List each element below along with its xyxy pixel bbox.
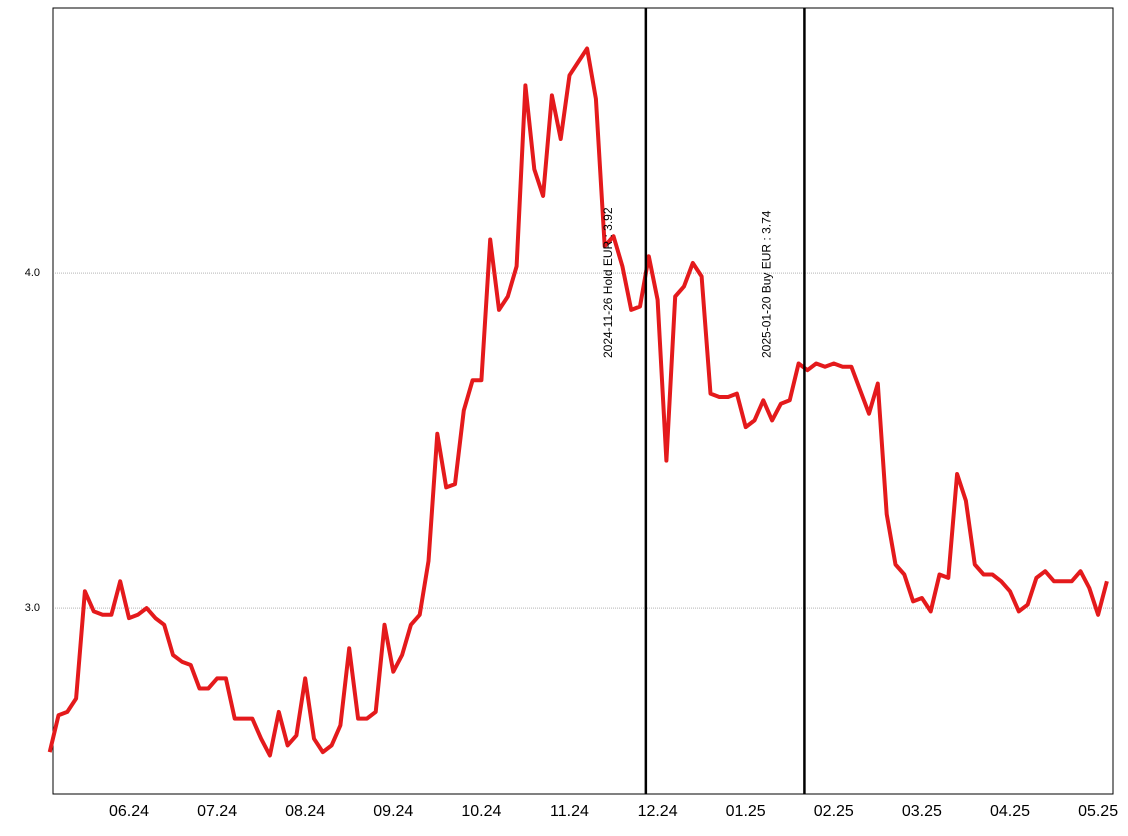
x-tick-label: 12.24 — [638, 803, 678, 820]
plot-frame — [52, 7, 1114, 795]
data-line — [47, 46, 1109, 758]
x-tick-label: 05.25 — [1078, 803, 1118, 820]
y-tick-label: 4.0 — [25, 267, 40, 279]
x-tick-label: 11.24 — [550, 803, 589, 820]
x-tick-label: 08.24 — [285, 803, 325, 820]
x-tick-label: 07.24 — [197, 803, 237, 820]
x-tick-label: 09.24 — [373, 803, 413, 820]
x-tick-label: 01.25 — [726, 803, 766, 820]
x-tick-label: 06.24 — [109, 803, 149, 820]
y-tick-label: 3.0 — [25, 602, 40, 614]
x-tick-label: 02.25 — [814, 803, 854, 820]
event-label: 2025-01-20 Buy EUR : 3.74 — [760, 210, 774, 358]
event-label: 2024-11-26 Hold EUR : 3.92 — [601, 207, 615, 358]
x-tick-label: 04.25 — [990, 803, 1030, 820]
x-tick-label: 03.25 — [902, 803, 942, 820]
x-tick-label: 10.24 — [461, 803, 501, 820]
